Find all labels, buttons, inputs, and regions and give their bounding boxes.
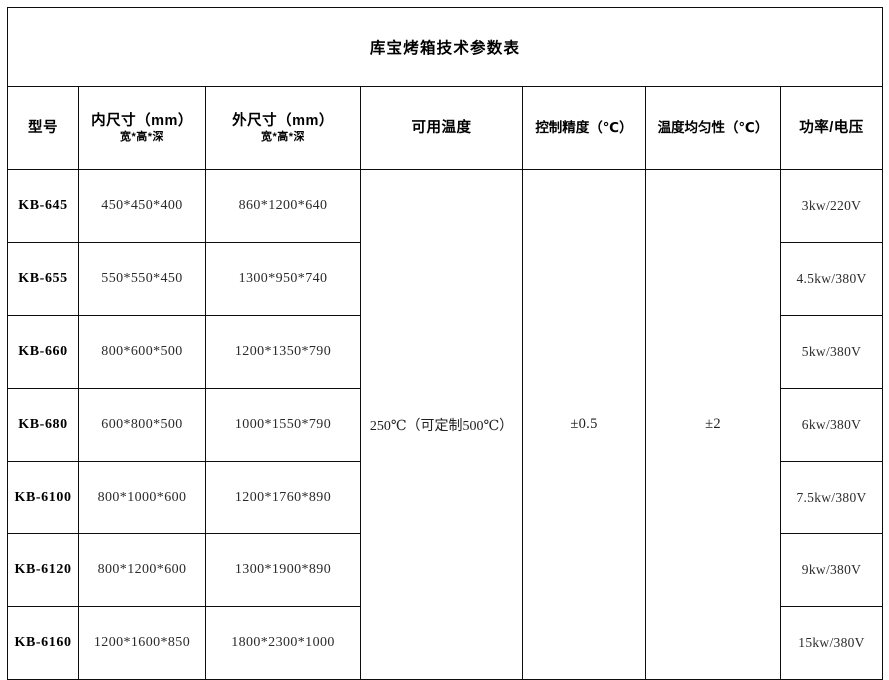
cell-inner-dimension: 800*1200*600: [78, 533, 206, 608]
column-header-model-label: 型号: [28, 119, 58, 136]
column-header-uniformity: 温度均匀性（℃）: [645, 86, 781, 170]
cell-model: KB-645: [7, 169, 79, 243]
cell-outer-dimension: 1300*1900*890: [205, 533, 361, 608]
column-header-power-voltage: 功率/电压: [780, 86, 883, 170]
cell-inner-dimension: 550*550*450: [78, 241, 206, 316]
page-title: 库宝烤箱技术参数表: [369, 40, 521, 57]
table-row: KB-6100 800*1000*600 1200*1760*890 7.5kw…: [7, 460, 883, 535]
table-row: KB-645 450*450*400 860*1200*640 250℃（可定制…: [7, 168, 883, 680]
column-header-control-accuracy: 控制精度（℃）: [522, 86, 646, 170]
cell-outer-dimension: 1200*1350*790: [205, 314, 361, 389]
cell-power-voltage: 7.5kw/380V: [780, 460, 883, 535]
table-row: KB-660 800*600*500 1200*1350*790 5kw/380…: [7, 314, 883, 389]
column-header-outer-dimension-sublabel: 宽*高*深: [260, 130, 306, 143]
cell-uniformity-merged: ±2: [645, 168, 781, 680]
column-header-outer-dimension-label: 外尺寸（mm）: [232, 112, 334, 129]
cell-model: KB-680: [7, 387, 79, 462]
cell-power-voltage: 5kw/380V: [780, 314, 883, 389]
header-row: 型号 内尺寸（mm） 宽*高*深 外尺寸（mm） 宽*高*深 可用温度 控制精度…: [7, 86, 883, 170]
cell-outer-dimension: 1800*2300*1000: [205, 606, 361, 680]
column-header-power-voltage-label: 功率/电压: [799, 119, 864, 136]
cell-inner-dimension: 600*800*500: [78, 387, 206, 462]
cell-power-voltage: 15kw/380V: [780, 606, 883, 680]
title-row: 库宝烤箱技术参数表: [7, 7, 883, 87]
cell-inner-dimension: 800*1000*600: [78, 460, 206, 535]
cell-model: KB-6120: [7, 533, 79, 608]
table-row: KB-680 600*800*500 1000*1550*790 6kw/380…: [7, 387, 883, 462]
column-header-temperature-label: 可用温度: [411, 119, 472, 136]
cell-model: KB-6160: [7, 606, 79, 680]
column-header-inner-dimension-sublabel: 宽*高*深: [119, 130, 165, 143]
cell-outer-dimension: 1300*950*740: [205, 241, 361, 316]
cell-control-accuracy-merged: ±0.5: [522, 168, 646, 680]
cell-model: KB-6100: [7, 460, 79, 535]
cell-inner-dimension: 1200*1600*850: [78, 606, 206, 680]
cell-power-voltage: 3kw/220V: [780, 169, 883, 243]
column-header-inner-dimension-label: 内尺寸（mm）: [91, 112, 193, 129]
column-header-uniformity-label: 温度均匀性（℃）: [657, 119, 769, 135]
column-header-control-accuracy-label: 控制精度（℃）: [535, 119, 633, 135]
table-row: KB-655 550*550*450 1300*950*740 4.5kw/38…: [7, 241, 883, 316]
table-title-cell: 库宝烤箱技术参数表: [7, 7, 883, 87]
cell-power-voltage: 4.5kw/380V: [780, 241, 883, 316]
table-row: KB-6160 1200*1600*850 1800*2300*1000 15k…: [7, 606, 883, 680]
column-header-model: 型号: [7, 86, 79, 170]
cell-power-voltage: 6kw/380V: [780, 387, 883, 462]
cell-outer-dimension: 860*1200*640: [205, 169, 361, 243]
cell-outer-dimension: 1200*1760*890: [205, 460, 361, 535]
cell-model: KB-660: [7, 314, 79, 389]
column-header-temperature: 可用温度: [360, 86, 523, 170]
cell-temperature-merged: 250℃（可定制500℃）: [360, 168, 523, 680]
cell-model: KB-655: [7, 241, 79, 316]
cell-power-voltage: 9kw/380V: [780, 533, 883, 608]
cell-outer-dimension: 1000*1550*790: [205, 387, 361, 462]
specification-table: 库宝烤箱技术参数表 型号 内尺寸（mm） 宽*高*深 外尺寸（mm） 宽*高*深…: [7, 7, 883, 680]
column-header-outer-dimension: 外尺寸（mm） 宽*高*深: [205, 86, 361, 170]
cell-inner-dimension: 800*600*500: [78, 314, 206, 389]
cell-inner-dimension: 450*450*400: [78, 169, 206, 243]
table-row: KB-6120 800*1200*600 1300*1900*890 9kw/3…: [7, 533, 883, 608]
column-header-inner-dimension: 内尺寸（mm） 宽*高*深: [78, 86, 206, 170]
